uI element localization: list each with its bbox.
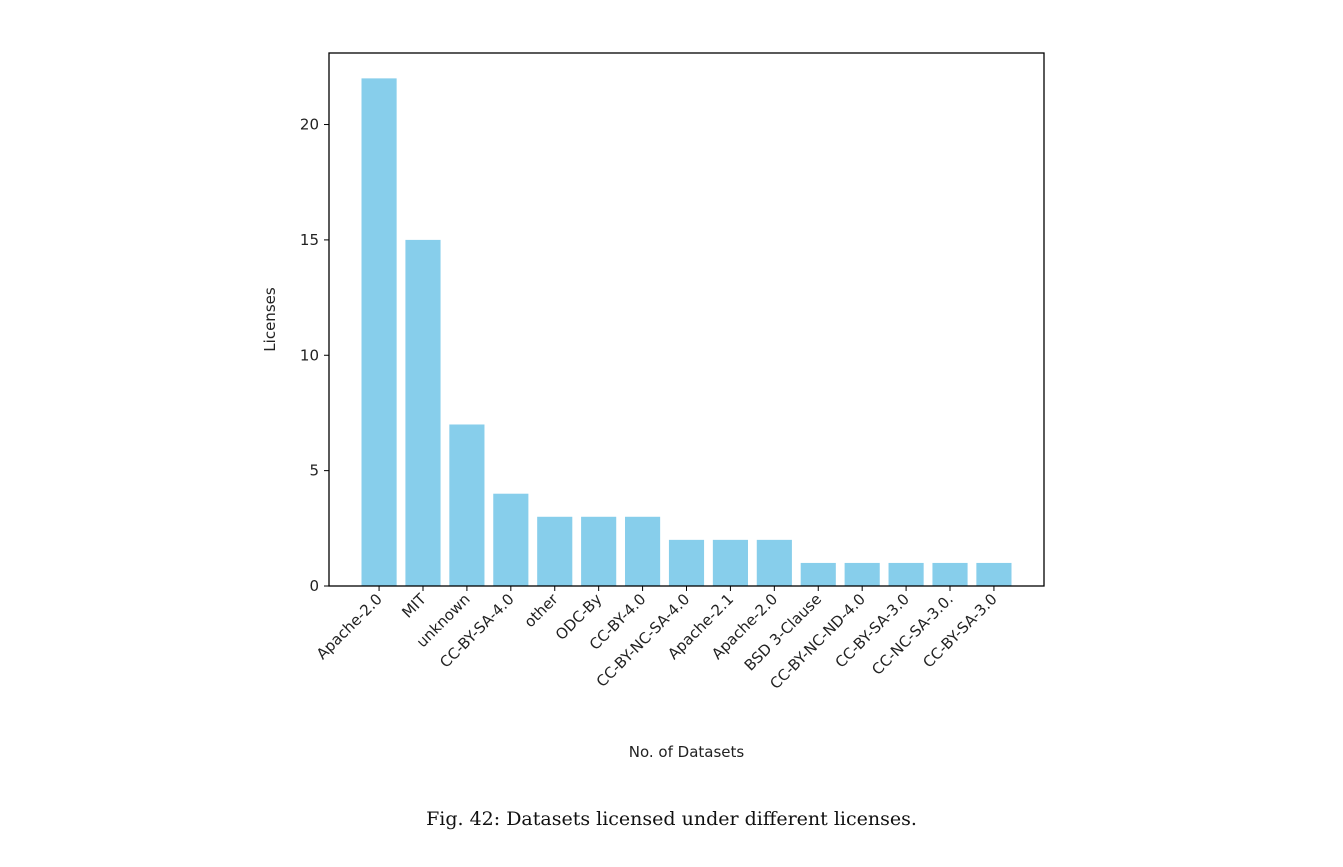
figure-caption: Fig. 42: Datasets licensed under differe… xyxy=(426,808,917,830)
bar xyxy=(581,516,617,586)
bar xyxy=(405,239,441,586)
bar xyxy=(625,516,661,586)
bars-group xyxy=(361,78,1012,586)
y-tick-label: 0 xyxy=(309,577,319,595)
bar xyxy=(493,493,529,586)
bar xyxy=(712,539,748,586)
bar xyxy=(756,539,792,586)
bar xyxy=(932,562,968,586)
bar xyxy=(888,562,924,586)
y-tick-label: 5 xyxy=(309,462,319,480)
bar xyxy=(449,424,485,586)
bar xyxy=(537,516,573,586)
x-tick-label: MIT xyxy=(398,590,430,622)
x-axis-label: No. of Datasets xyxy=(629,743,745,761)
bar xyxy=(668,539,705,586)
x-tick-label: Apache-2.0 xyxy=(313,590,386,663)
x-tick-label: other xyxy=(521,590,563,632)
bar xyxy=(976,562,1012,586)
x-tick-label: BSD 3-Clause xyxy=(741,590,825,674)
bar xyxy=(361,78,397,586)
y-tick-label: 20 xyxy=(300,116,319,134)
y-axis-label: Licenses xyxy=(261,287,279,352)
bar xyxy=(844,562,880,586)
y-tick-label: 15 xyxy=(300,231,319,249)
bar xyxy=(800,562,836,586)
y-ticks-group: 0 5 10 15 20 xyxy=(300,116,329,595)
plot-frame xyxy=(328,52,1045,587)
y-tick-label: 10 xyxy=(300,346,319,364)
